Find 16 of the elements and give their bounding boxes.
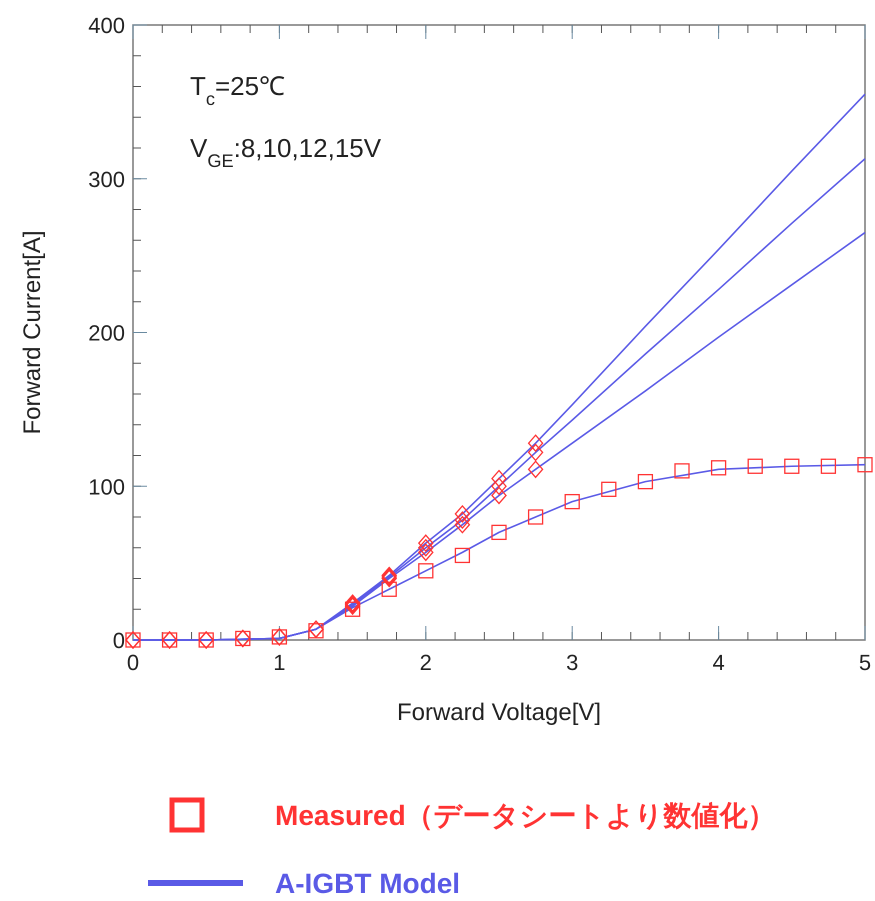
y-tick-label: 100 xyxy=(88,474,125,500)
annotation: V$_{GE}$:8,10,12,15V xyxy=(190,133,382,171)
x-axis-title: Forward Voltage[V] xyxy=(396,699,602,726)
y-tick-label: 400 xyxy=(88,13,125,38)
x-tick-label: 3 xyxy=(566,650,578,675)
text: Measured（データシートより数値化） xyxy=(275,800,776,831)
y-axis-title: Forward Current[A] xyxy=(19,230,46,435)
x-tick-label: 1 xyxy=(273,650,286,675)
y-tick-label: 0 xyxy=(112,628,125,653)
x-tick-label: 4 xyxy=(712,650,725,675)
x-tick-label: 2 xyxy=(420,650,432,675)
y-tick-label: 300 xyxy=(88,166,125,192)
annotation: T$_{c}$=25℃ xyxy=(190,71,286,109)
y-tick-label: 200 xyxy=(88,320,125,346)
x-tick-label: 5 xyxy=(858,650,872,675)
legend-label: A-IGBT Model xyxy=(275,868,460,899)
